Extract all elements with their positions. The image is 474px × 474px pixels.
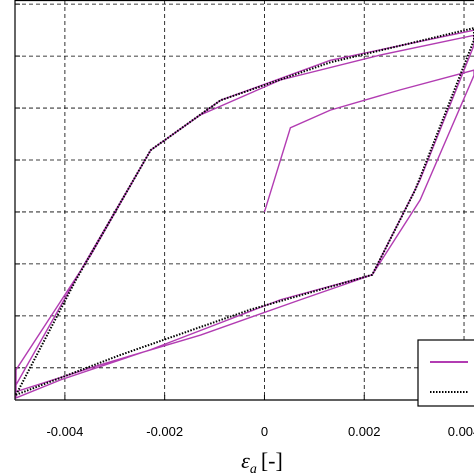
x-tick-label: 0 xyxy=(261,424,268,439)
x-label-unit: [-] xyxy=(261,448,283,473)
x-axis-label: εa [-] xyxy=(241,448,283,474)
x-tick-label: -0.002 xyxy=(146,424,183,439)
x-tick-label: 0.004 xyxy=(448,424,474,439)
legend-box xyxy=(417,339,474,407)
x-tick-label: -0.004 xyxy=(46,424,83,439)
x-tick-label: 0.002 xyxy=(348,424,381,439)
plot-area xyxy=(15,0,474,400)
x-label-subscript: a xyxy=(250,462,257,474)
x-label-symbol: ε xyxy=(241,448,250,473)
series-line xyxy=(15,29,474,399)
